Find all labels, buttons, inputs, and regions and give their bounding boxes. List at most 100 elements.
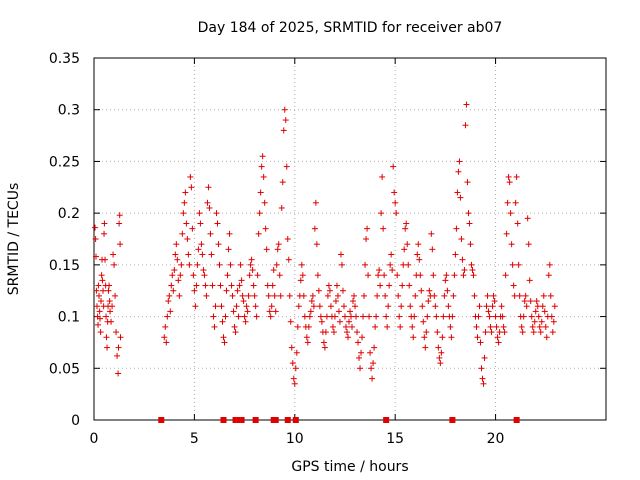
data-point xyxy=(428,230,435,237)
data-point xyxy=(251,292,258,299)
data-point xyxy=(237,261,244,268)
data-point xyxy=(341,313,348,320)
data-point xyxy=(432,303,439,310)
data-point xyxy=(343,329,350,336)
data-point xyxy=(223,287,230,294)
data-point xyxy=(519,329,526,336)
data-point xyxy=(97,329,104,336)
data-point xyxy=(419,303,426,310)
zero-value-marker xyxy=(513,417,518,423)
zero-value-marker xyxy=(385,417,390,423)
data-point xyxy=(263,246,270,253)
data-point xyxy=(521,298,528,305)
data-point xyxy=(469,267,476,274)
data-point xyxy=(375,272,382,279)
data-point xyxy=(92,224,99,231)
data-point xyxy=(183,220,190,227)
data-point xyxy=(203,292,210,299)
data-point xyxy=(387,261,394,268)
data-point xyxy=(371,344,378,351)
data-point xyxy=(361,292,368,299)
data-point xyxy=(522,292,529,299)
data-point xyxy=(285,256,292,263)
zero-value-marker xyxy=(449,417,454,423)
data-point xyxy=(381,272,388,279)
chart-title: Day 184 of 2025, SRMTID for receiver ab0… xyxy=(198,20,503,36)
data-point xyxy=(540,292,547,299)
data-point xyxy=(207,230,214,237)
data-point xyxy=(106,298,113,305)
data-point xyxy=(245,292,252,299)
data-point xyxy=(101,230,108,237)
data-point xyxy=(326,287,333,294)
data-point xyxy=(265,292,272,299)
data-point xyxy=(502,272,509,279)
y-tick-label: 0.35 xyxy=(49,51,80,67)
data-point xyxy=(195,246,202,253)
data-point xyxy=(291,380,298,387)
data-point xyxy=(508,241,515,248)
data-point xyxy=(388,251,395,258)
zero-value-marker xyxy=(284,417,289,423)
data-point xyxy=(491,298,498,305)
data-point xyxy=(365,272,372,279)
data-point xyxy=(547,292,554,299)
data-point xyxy=(459,256,466,263)
data-point xyxy=(310,303,317,310)
data-point xyxy=(490,292,497,299)
data-point xyxy=(423,329,430,336)
data-point xyxy=(359,334,366,341)
zero-value-marker xyxy=(252,417,257,423)
data-point xyxy=(368,365,375,372)
data-point xyxy=(331,313,338,320)
data-point xyxy=(402,225,409,232)
data-point xyxy=(437,360,444,367)
data-point xyxy=(372,323,379,330)
data-point xyxy=(520,313,527,320)
data-point xyxy=(433,313,440,320)
data-point xyxy=(177,272,184,279)
data-point xyxy=(444,287,451,294)
data-point xyxy=(171,267,178,274)
data-point xyxy=(410,334,417,341)
data-point xyxy=(278,204,285,211)
data-point xyxy=(97,315,104,322)
data-point xyxy=(339,287,346,294)
data-point xyxy=(243,303,250,310)
data-point xyxy=(256,210,263,217)
data-point xyxy=(306,313,313,320)
data-point xyxy=(252,303,259,310)
data-point xyxy=(191,287,198,294)
data-point xyxy=(454,189,461,196)
data-point xyxy=(449,313,456,320)
data-point xyxy=(96,292,103,299)
data-point xyxy=(321,344,328,351)
data-point xyxy=(425,298,432,305)
data-point xyxy=(405,261,412,268)
data-point xyxy=(241,313,248,320)
data-point xyxy=(532,308,539,315)
data-point xyxy=(460,272,467,279)
data-point xyxy=(327,303,334,310)
data-point xyxy=(289,360,296,367)
data-point xyxy=(507,210,514,217)
data-point xyxy=(545,272,552,279)
data-point xyxy=(524,215,531,222)
data-point xyxy=(430,272,437,279)
data-point xyxy=(267,313,274,320)
data-point xyxy=(268,303,275,310)
data-point xyxy=(114,352,121,359)
tick-layer: 0 0.05 0.1 0.15 0.2 0.25 0.3 0.35 0 5 10 15 20 xyxy=(49,51,606,447)
data-point xyxy=(247,261,254,268)
data-point xyxy=(280,127,287,134)
data-point xyxy=(261,199,268,206)
data-point xyxy=(206,204,213,211)
data-point xyxy=(453,225,460,232)
data-point xyxy=(308,298,315,305)
data-point xyxy=(529,323,536,330)
data-point xyxy=(325,282,332,289)
data-point xyxy=(513,173,520,180)
y-tick-label: 0.05 xyxy=(49,361,80,377)
data-point xyxy=(272,308,279,315)
data-point xyxy=(489,303,496,310)
